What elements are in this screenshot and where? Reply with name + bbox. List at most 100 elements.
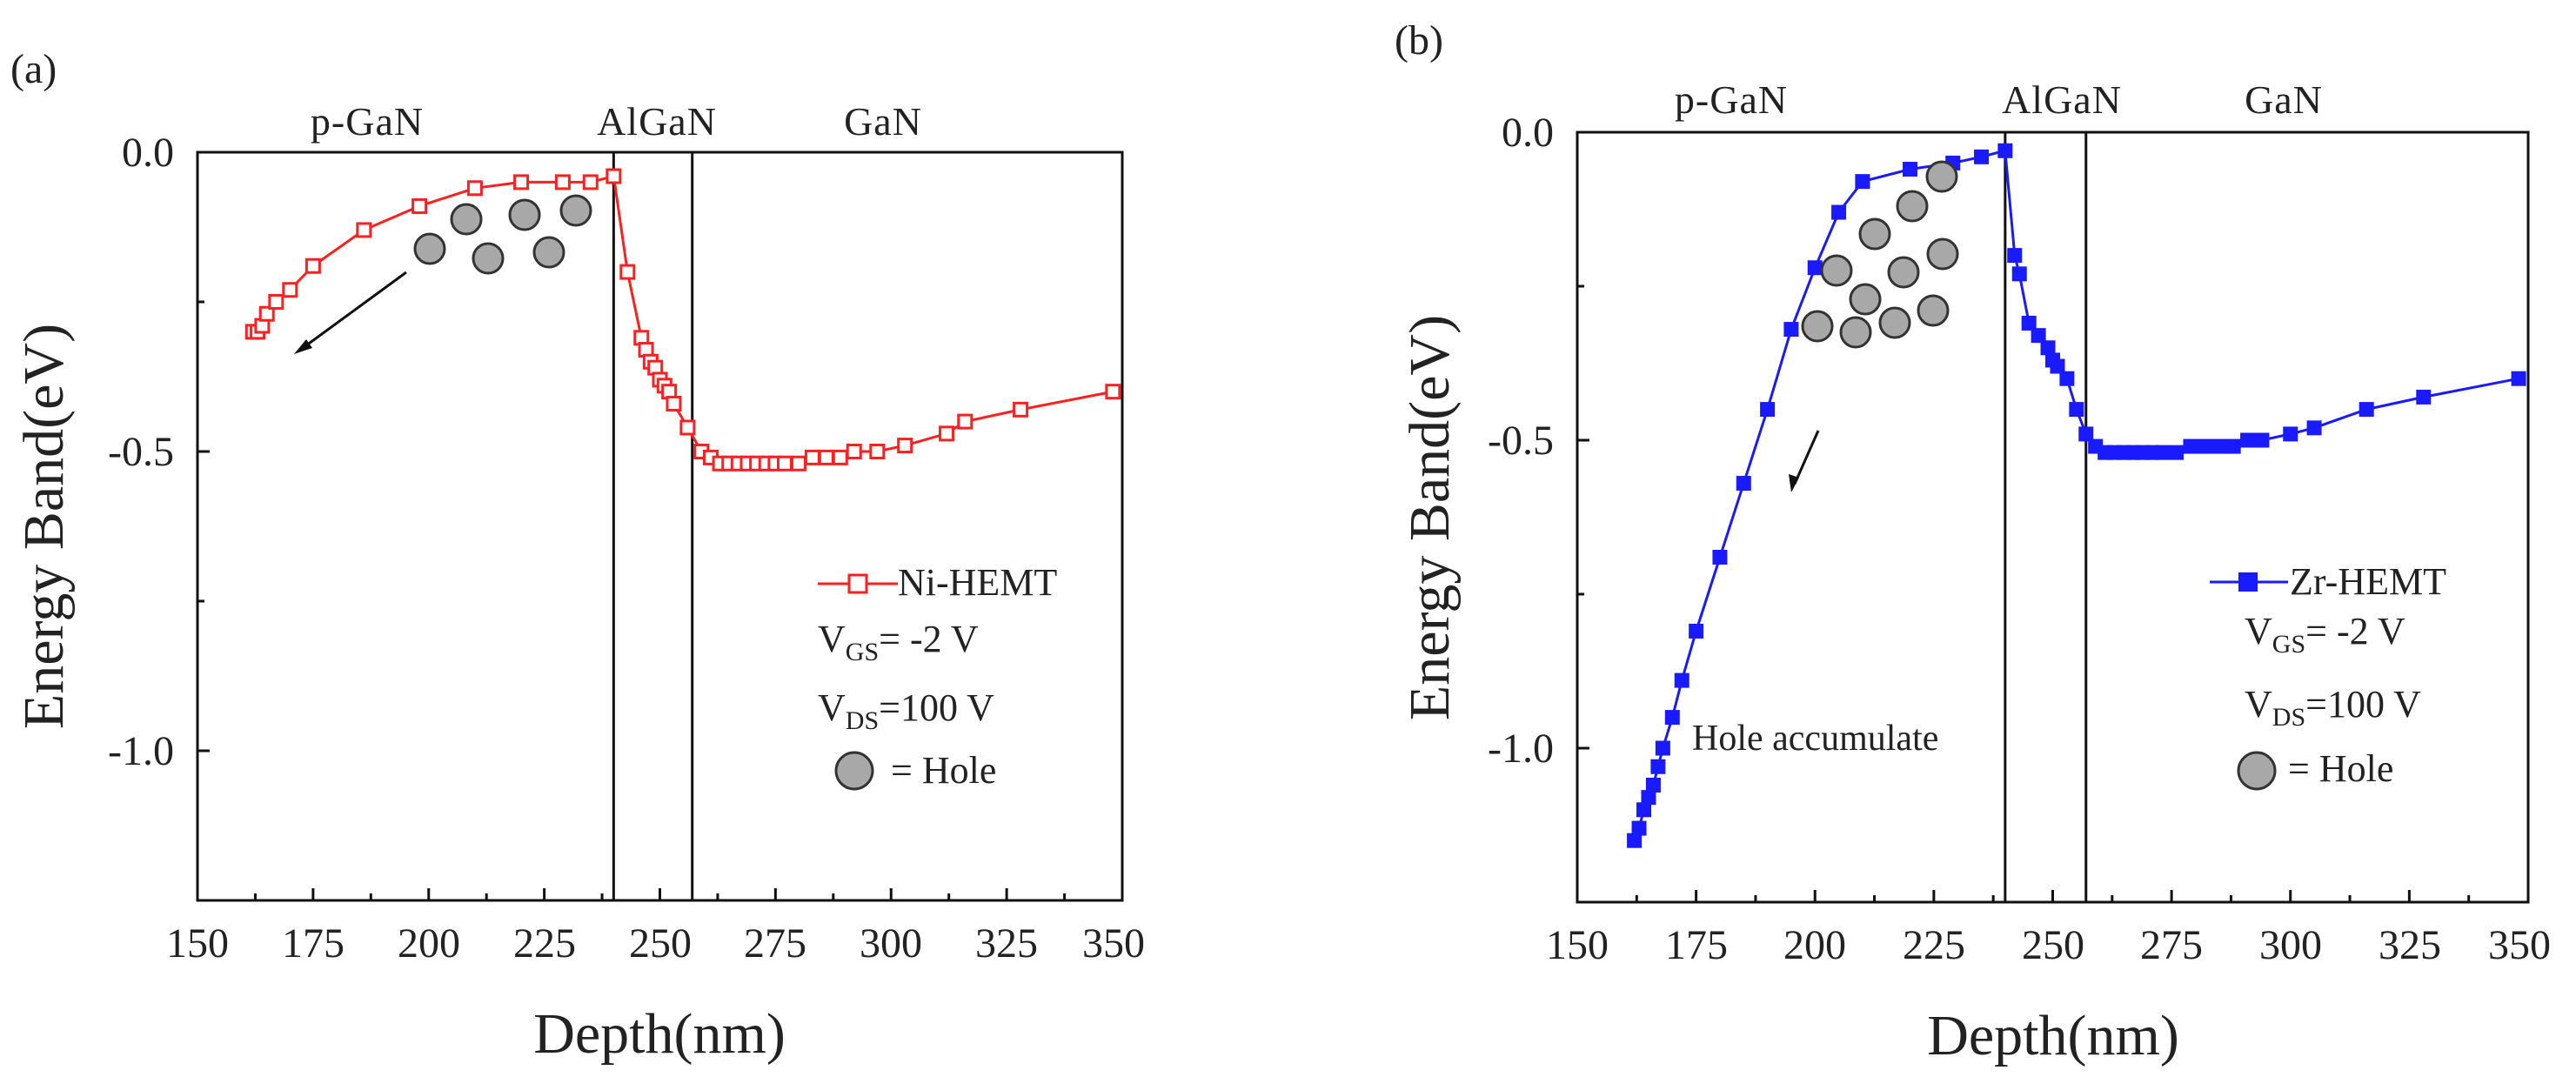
y-ticks: [197, 151, 210, 902]
data-point: [1831, 204, 1847, 220]
y-tick-labels: 0.0 -0.5 -1.0: [1488, 110, 1554, 772]
y-tick-label: -0.5: [1488, 418, 1554, 464]
data-point: [282, 282, 298, 298]
data-point: [2183, 438, 2198, 454]
hole-icon: [1926, 237, 1959, 271]
hole-icon: [1925, 160, 1958, 193]
layer-boundaries: [2004, 132, 2088, 902]
data-point: [268, 294, 284, 310]
data-point: [1105, 384, 1121, 400]
x-tick-label: 325: [975, 920, 1038, 967]
data-point: [2050, 358, 2065, 374]
x-tick-label: 350: [1082, 920, 1145, 967]
y-tick-label: -0.5: [108, 429, 174, 475]
x-tick-label: 175: [1665, 922, 1728, 968]
data-point: [1974, 149, 1990, 164]
data-point: [619, 264, 636, 280]
data-point: [2306, 420, 2322, 436]
hole-icon: [559, 194, 592, 227]
data-point: [1736, 476, 1751, 492]
data-point: [2211, 438, 2227, 454]
data-point: [1855, 174, 1870, 190]
data-point: [1997, 143, 2013, 158]
legend: Zr-HEMT VGS= -2 V VDS=100 V = Hole: [2210, 560, 2446, 791]
x-tick-label: 250: [2022, 922, 2084, 968]
data-point: [2154, 445, 2170, 460]
data-point: [2040, 340, 2056, 356]
region-label-algan: AlGaN: [597, 99, 717, 144]
data-point: [2021, 315, 2037, 331]
y-axis-title: Energy Band(eV): [1398, 315, 1462, 720]
drift-arrow-icon: [294, 271, 407, 354]
legend-series-label: Ni-HEMT: [898, 561, 1057, 604]
y-tick-label: 0.0: [122, 130, 174, 176]
panel-b: (b) p-GaN AlGaN GaN 150 175 200 225 250 …: [1395, 17, 2551, 1067]
panel-label: (a): [10, 46, 57, 92]
region-label-p-gan: p-GaN: [1675, 77, 1788, 122]
data-point: [411, 197, 428, 214]
data-point: [2059, 371, 2075, 386]
data-point: [356, 222, 372, 238]
data-point: [1783, 322, 1799, 338]
data-point: [2225, 438, 2241, 454]
data-point: [2069, 402, 2084, 418]
data-point: [258, 305, 275, 322]
region-label-p-gan: p-GaN: [311, 99, 424, 144]
data-point: [2511, 371, 2526, 386]
hole-icon: [413, 232, 446, 265]
legend-marker-icon: [847, 573, 868, 594]
data-point: [2359, 402, 2374, 418]
data-point: [1631, 820, 1647, 836]
data-point: [1650, 759, 1666, 774]
y-axis-title: Energy Band(eV): [12, 324, 76, 729]
data-point: [1712, 550, 1728, 565]
hole-icon: [1896, 190, 1929, 223]
data-point: [2240, 432, 2256, 448]
legend-vds: VDS=100 V: [2245, 683, 2421, 732]
data-point: [606, 168, 622, 184]
data-point: [2197, 438, 2212, 454]
hole-accumulate-annotation: Hole accumulate: [1692, 719, 1938, 759]
data-point: [777, 455, 793, 472]
data-point: [939, 425, 955, 442]
data-point: [513, 174, 530, 191]
data-point: [304, 258, 321, 274]
x-tick-labels: 150 175 200 225 250 275 300 325 350: [166, 920, 1145, 967]
y-tick-label: -1.0: [1488, 726, 1554, 772]
x-tick-label: 150: [1546, 922, 1609, 968]
x-tick-label: 275: [744, 920, 806, 967]
x-tick-label: 325: [2379, 922, 2441, 968]
hole-icon: [1917, 294, 1950, 327]
legend-series-label: Zr-HEMT: [2290, 560, 2446, 603]
x-tick-label: 350: [2488, 922, 2551, 968]
data-point: [2031, 328, 2046, 344]
data-point: [1655, 740, 1670, 756]
data-point: [1641, 790, 1656, 806]
x-tick-label: 200: [398, 920, 460, 967]
data-point: [818, 449, 834, 465]
data-point: [2078, 426, 2094, 442]
data-point: [869, 444, 886, 459]
hole-icon: [1849, 283, 1882, 316]
data-point: [679, 419, 696, 436]
x-tick-label: 175: [282, 920, 345, 967]
data-point: [1627, 833, 1643, 848]
y-tick-label: -1.0: [108, 728, 174, 774]
x-ticks: [196, 888, 1124, 900]
data-point: [2283, 426, 2298, 442]
x-axis-title: Depth(nm): [1927, 1004, 2179, 1067]
legend-hole-icon: [834, 751, 874, 791]
data-point: [554, 174, 571, 191]
legend-marker-icon: [2238, 572, 2258, 592]
hole-icon: [472, 242, 505, 275]
x-tick-label: 200: [1783, 922, 1846, 968]
y-tick-label: 0.0: [1502, 110, 1554, 156]
x-tick-label: 225: [513, 920, 576, 967]
data-point: [804, 449, 820, 465]
data-point: [1674, 672, 1689, 688]
x-tick-label: 300: [860, 920, 922, 967]
panel-a: (a) p-GaN AlGaN GaN 150 175 200 225 250 …: [10, 46, 1145, 1066]
data-point: [897, 438, 913, 454]
data-point: [1760, 402, 1776, 418]
x-tick-label: 150: [166, 920, 229, 967]
